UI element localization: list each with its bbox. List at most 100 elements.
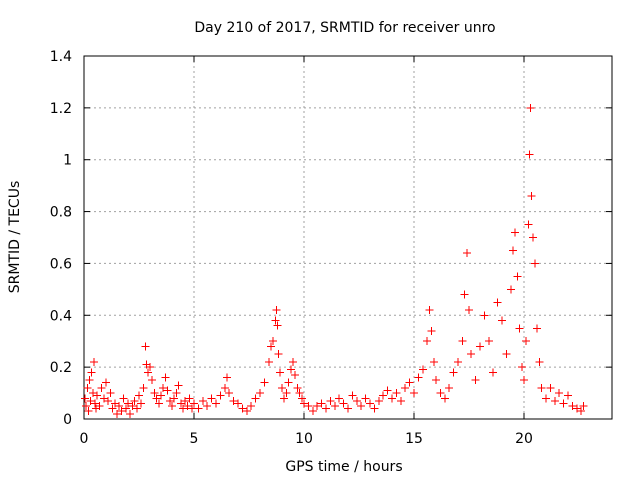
data-point	[467, 350, 476, 359]
data-point	[293, 383, 302, 392]
data-point	[502, 350, 511, 359]
data-point	[165, 396, 174, 405]
data-point	[104, 396, 113, 405]
data-point	[555, 389, 564, 398]
data-point	[168, 402, 176, 411]
data-point	[152, 394, 161, 403]
data-point	[88, 389, 97, 398]
data-point	[528, 233, 537, 242]
data-point	[229, 396, 238, 405]
chart-title: Day 210 of 2017, SRMTID for receiver unr…	[194, 20, 495, 36]
y-tick-label: 0.4	[50, 308, 72, 324]
y-axis-label: SRMTID / TECUs	[7, 181, 23, 294]
data-point	[509, 246, 517, 255]
data-point	[344, 404, 352, 413]
data-point	[82, 402, 91, 411]
data-point	[260, 378, 269, 387]
data-point	[102, 378, 110, 387]
data-point	[161, 373, 170, 382]
data-point	[274, 350, 283, 359]
data-point	[436, 389, 445, 398]
data-point	[247, 402, 256, 411]
data-point	[179, 404, 187, 413]
data-point	[113, 409, 121, 418]
x-tick-label: 10	[295, 431, 313, 447]
data-point	[445, 383, 454, 392]
data-point	[559, 399, 568, 408]
data-point	[251, 394, 260, 403]
data-point	[462, 249, 471, 258]
data-point	[348, 391, 357, 400]
data-point	[370, 404, 379, 413]
data-point	[471, 376, 480, 385]
data-point	[91, 399, 99, 408]
data-point	[95, 402, 104, 411]
data-point	[135, 391, 143, 400]
data-point	[537, 383, 546, 392]
data-point	[141, 342, 150, 351]
data-point	[81, 394, 90, 403]
data-point	[183, 402, 192, 411]
data-point	[396, 396, 405, 405]
data-point	[564, 391, 572, 400]
data-point	[440, 394, 449, 403]
data-point	[284, 378, 293, 387]
data-point	[460, 290, 469, 299]
data-point	[150, 389, 159, 398]
data-point	[550, 396, 559, 405]
data-point	[366, 399, 374, 408]
data-point	[300, 399, 308, 408]
data-point	[322, 404, 330, 413]
data-point	[410, 389, 418, 398]
data-point	[110, 399, 119, 408]
data-point	[533, 324, 542, 333]
data-point	[119, 394, 128, 403]
data-point	[454, 357, 462, 366]
data-point	[572, 404, 581, 413]
data-point	[418, 365, 427, 374]
data-point	[280, 394, 289, 403]
data-point	[87, 368, 96, 377]
data-point	[295, 389, 304, 398]
y-tick-label: 0.6	[50, 256, 72, 272]
data-point	[128, 402, 137, 411]
data-point	[401, 383, 410, 392]
data-point	[330, 402, 339, 411]
data-point	[531, 259, 539, 268]
data-point	[525, 150, 534, 159]
data-point	[225, 389, 234, 398]
data-point	[429, 357, 438, 366]
data-point	[289, 357, 297, 366]
data-point	[522, 337, 531, 346]
data-point	[275, 368, 284, 377]
data-point	[520, 376, 528, 385]
data-point	[194, 404, 203, 413]
data-point	[388, 394, 396, 403]
y-tick-label: 0.8	[50, 205, 72, 221]
data-point	[170, 394, 179, 403]
data-point	[106, 389, 115, 398]
y-axis: 0 0.2 0.4 0.6 0.8 1 1.2 1.4	[50, 49, 612, 428]
data-point	[185, 394, 194, 403]
data-point	[535, 357, 544, 366]
data-point	[335, 394, 344, 403]
data-point	[383, 386, 392, 395]
y-tick-label: 1	[63, 153, 72, 169]
data-point	[174, 381, 183, 390]
data-point	[264, 357, 273, 366]
data-point	[99, 394, 108, 403]
data-point	[352, 396, 361, 405]
data-point	[493, 298, 502, 307]
data-point	[181, 396, 190, 405]
data-point	[143, 368, 152, 377]
data-point	[515, 324, 524, 333]
data-point	[405, 378, 414, 387]
data-point	[374, 396, 383, 405]
data-point	[267, 342, 275, 351]
plot-frame	[83, 55, 613, 420]
data-point	[326, 396, 335, 405]
data-point	[86, 396, 95, 405]
data-point	[379, 391, 388, 400]
data-point	[212, 399, 220, 408]
data-point	[234, 399, 242, 408]
